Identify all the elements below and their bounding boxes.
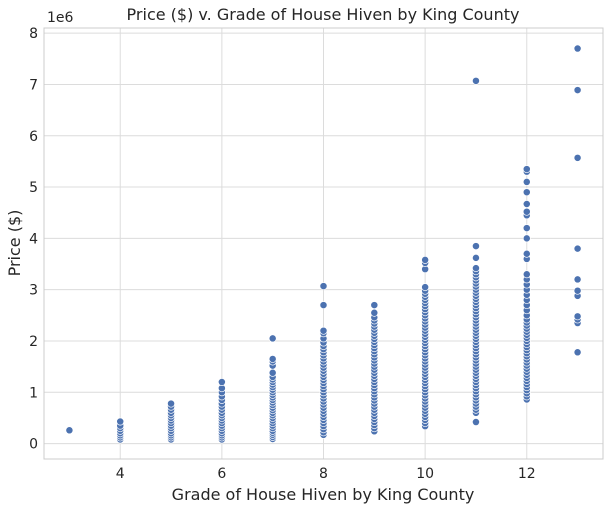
data-point	[573, 86, 582, 95]
data-point	[472, 242, 480, 251]
data-point	[522, 207, 531, 216]
y-tick-labels: 0 1 2 3 4 5 6 7 8	[29, 26, 38, 452]
data-point	[65, 426, 74, 435]
y-tick-label: 2	[29, 334, 38, 350]
data-point	[522, 234, 531, 243]
y-tick-label: 3	[29, 283, 38, 299]
x-tick-label: 4	[116, 466, 125, 482]
grid	[44, 28, 603, 459]
data-point	[268, 354, 277, 363]
plot-frame	[43, 27, 604, 460]
x-tick-label: 10	[416, 466, 434, 482]
y-offset-label: 1e6	[47, 10, 74, 26]
data-point	[268, 368, 277, 377]
data-point	[472, 253, 480, 262]
data-point	[573, 244, 582, 253]
y-tick-label: 8	[29, 26, 38, 42]
x-tick-labels: 4 6 8 10 12	[116, 466, 536, 482]
data-point	[421, 283, 430, 292]
data-point	[319, 301, 328, 310]
data-point	[319, 326, 328, 335]
data-point	[472, 264, 480, 273]
data-point	[268, 334, 277, 343]
data-point	[472, 418, 480, 427]
data-point	[522, 165, 531, 174]
data-point	[522, 200, 531, 208]
x-tick-label: 8	[319, 466, 328, 482]
x-axis-label: Grade of House Hiven by King County	[172, 485, 475, 504]
data-point	[573, 44, 582, 53]
data-point	[522, 249, 531, 258]
y-tick-label: 0	[29, 437, 38, 453]
data-point	[573, 153, 582, 162]
y-tick-label: 6	[29, 129, 38, 145]
data-point	[522, 177, 531, 186]
y-tick-label: 1	[29, 385, 38, 401]
data-point	[522, 270, 531, 279]
data-point	[522, 188, 531, 197]
data-point	[319, 282, 328, 291]
y-tick-label: 5	[29, 180, 38, 196]
data-points	[65, 44, 582, 444]
data-point	[573, 275, 582, 284]
data-point	[573, 348, 582, 357]
data-point	[573, 286, 582, 295]
data-point	[522, 224, 531, 233]
data-point	[370, 301, 379, 310]
data-point	[217, 378, 226, 386]
chart-title: Price ($) v. Grade of House Hiven by Kin…	[127, 5, 520, 24]
y-axis-label: Price ($)	[5, 210, 24, 277]
data-point	[370, 308, 379, 317]
x-tick-label: 6	[217, 466, 226, 482]
x-tick-label: 12	[518, 466, 536, 482]
data-point	[472, 76, 480, 85]
data-point	[167, 399, 175, 408]
y-tick-label: 4	[29, 231, 38, 247]
y-tick-label: 7	[29, 77, 38, 93]
data-point	[573, 312, 582, 321]
data-point	[116, 417, 125, 426]
data-point	[421, 255, 430, 264]
